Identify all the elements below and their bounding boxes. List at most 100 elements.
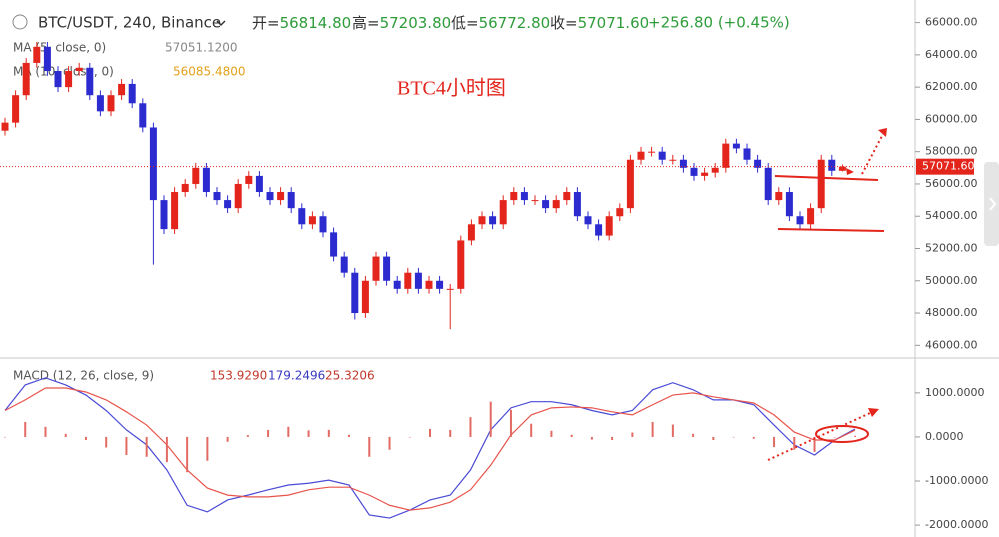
- candle-body: [351, 272, 359, 314]
- candle-body: [796, 216, 804, 225]
- candle-body: [499, 200, 507, 225]
- candle-body: [648, 151, 656, 153]
- histogram-bar: [854, 435, 856, 437]
- histogram-bar: [408, 436, 411, 438]
- histogram-bar: [611, 436, 614, 441]
- candle-body: [171, 192, 179, 230]
- macd-line: [4, 387, 856, 511]
- histogram-bar: [165, 436, 168, 463]
- histogram-bar: [206, 436, 209, 461]
- symbol: BTC/USDT, 240, Binance: [38, 14, 221, 32]
- histogram-bar: [550, 430, 553, 437]
- histogram-bar: [327, 429, 330, 437]
- histogram-bar: [651, 421, 654, 437]
- candle-body: [595, 224, 603, 236]
- histogram-bar: [388, 436, 391, 450]
- ohlc-item: 收=57071.60: [550, 14, 649, 32]
- histogram-bar: [570, 434, 573, 437]
- histogram-bar: [489, 401, 492, 437]
- ohlc-value: 57203.80: [380, 14, 452, 32]
- histogram-bar: [24, 421, 27, 437]
- candle-body: [817, 159, 825, 209]
- y-tick-label: -1000.0000: [925, 474, 988, 487]
- y-tick-label: 48000.00: [925, 306, 978, 319]
- histogram-bar: [287, 426, 290, 437]
- histogram-bar: [125, 436, 128, 456]
- candle-body: [22, 62, 30, 96]
- candle-body: [414, 272, 422, 289]
- candle-body: [563, 192, 571, 201]
- ohlc-value: 56772.80: [479, 14, 551, 32]
- candle-body: [33, 46, 41, 63]
- last-price-tag: [916, 158, 974, 175]
- ohlc-value: 56814.80: [280, 14, 352, 32]
- candle-body: [605, 216, 613, 236]
- candle-body: [467, 224, 475, 241]
- ohlc-item: 低=56772.80: [451, 14, 550, 32]
- histogram-bar: [368, 436, 371, 457]
- annotation: BTC4小时图: [397, 77, 506, 100]
- candle-body: [732, 143, 740, 149]
- candle-body: [764, 167, 772, 201]
- y-tick-label: 66000.00: [925, 16, 978, 29]
- candle-body: [711, 167, 719, 173]
- y-tick-label: 60000.00: [925, 112, 978, 125]
- candle-body: [372, 256, 380, 281]
- candle-body: [287, 192, 295, 209]
- ohlc-values: 开=56814.80 高=57203.80 低=56772.80 收=57071.60…: [252, 14, 790, 32]
- candle-body: [266, 192, 274, 201]
- candle-body: [65, 71, 73, 88]
- candle-body: [139, 103, 147, 128]
- macd-value: 153.9290: [210, 369, 267, 383]
- histogram-bar: [793, 436, 796, 450]
- histogram-bar: [246, 435, 249, 437]
- histogram-bar: [64, 433, 67, 437]
- candle-body: [838, 166, 846, 171]
- histogram-bar: [712, 436, 715, 441]
- candle-body: [12, 95, 20, 123]
- candle-body: [690, 167, 698, 176]
- histogram-bar: [509, 409, 512, 437]
- candle-body: [807, 208, 815, 225]
- candle-body: [404, 272, 412, 289]
- candle-body: [446, 288, 454, 290]
- candle-body: [54, 71, 62, 88]
- histogram-bar: [145, 436, 148, 457]
- candle-body: [86, 67, 94, 96]
- histogram-bar: [84, 436, 87, 441]
- histogram-bar: [4, 436, 6, 438]
- scroll-arrow: [989, 197, 997, 211]
- candle-body: [340, 256, 348, 273]
- candle-body: [828, 159, 836, 171]
- histogram-bar: [692, 433, 695, 437]
- candle-body: [531, 200, 539, 202]
- candle-body: [393, 280, 401, 289]
- y-tick-label: 62000.00: [925, 80, 978, 93]
- candle-body: [679, 159, 687, 168]
- candle-body: [457, 240, 465, 289]
- histogram-bar: [631, 432, 634, 437]
- candle-body: [160, 200, 168, 230]
- candle-body: [701, 172, 709, 176]
- macd-value: 179.2496: [268, 369, 325, 383]
- candle-body: [425, 280, 433, 289]
- candle-body: [436, 280, 444, 289]
- dropdown-icon[interactable]: [216, 20, 226, 27]
- histogram-bar: [833, 436, 836, 438]
- histogram-bar: [813, 436, 816, 452]
- ohlc-item: 开=56814.80: [252, 14, 351, 32]
- histogram-bar: [307, 430, 310, 437]
- drawings: [767, 128, 887, 461]
- symbol-icon: [12, 14, 28, 30]
- histogram-bar: [469, 417, 472, 437]
- arrow-head: [878, 128, 887, 137]
- candle-body: [552, 200, 560, 209]
- candle-body: [118, 83, 126, 96]
- candle-body: [213, 192, 221, 201]
- candle-body: [330, 232, 338, 257]
- candle-body: [743, 148, 751, 160]
- candle-body: [43, 46, 51, 71]
- candle-body: [785, 192, 793, 217]
- scroll-tab[interactable]: [984, 162, 999, 246]
